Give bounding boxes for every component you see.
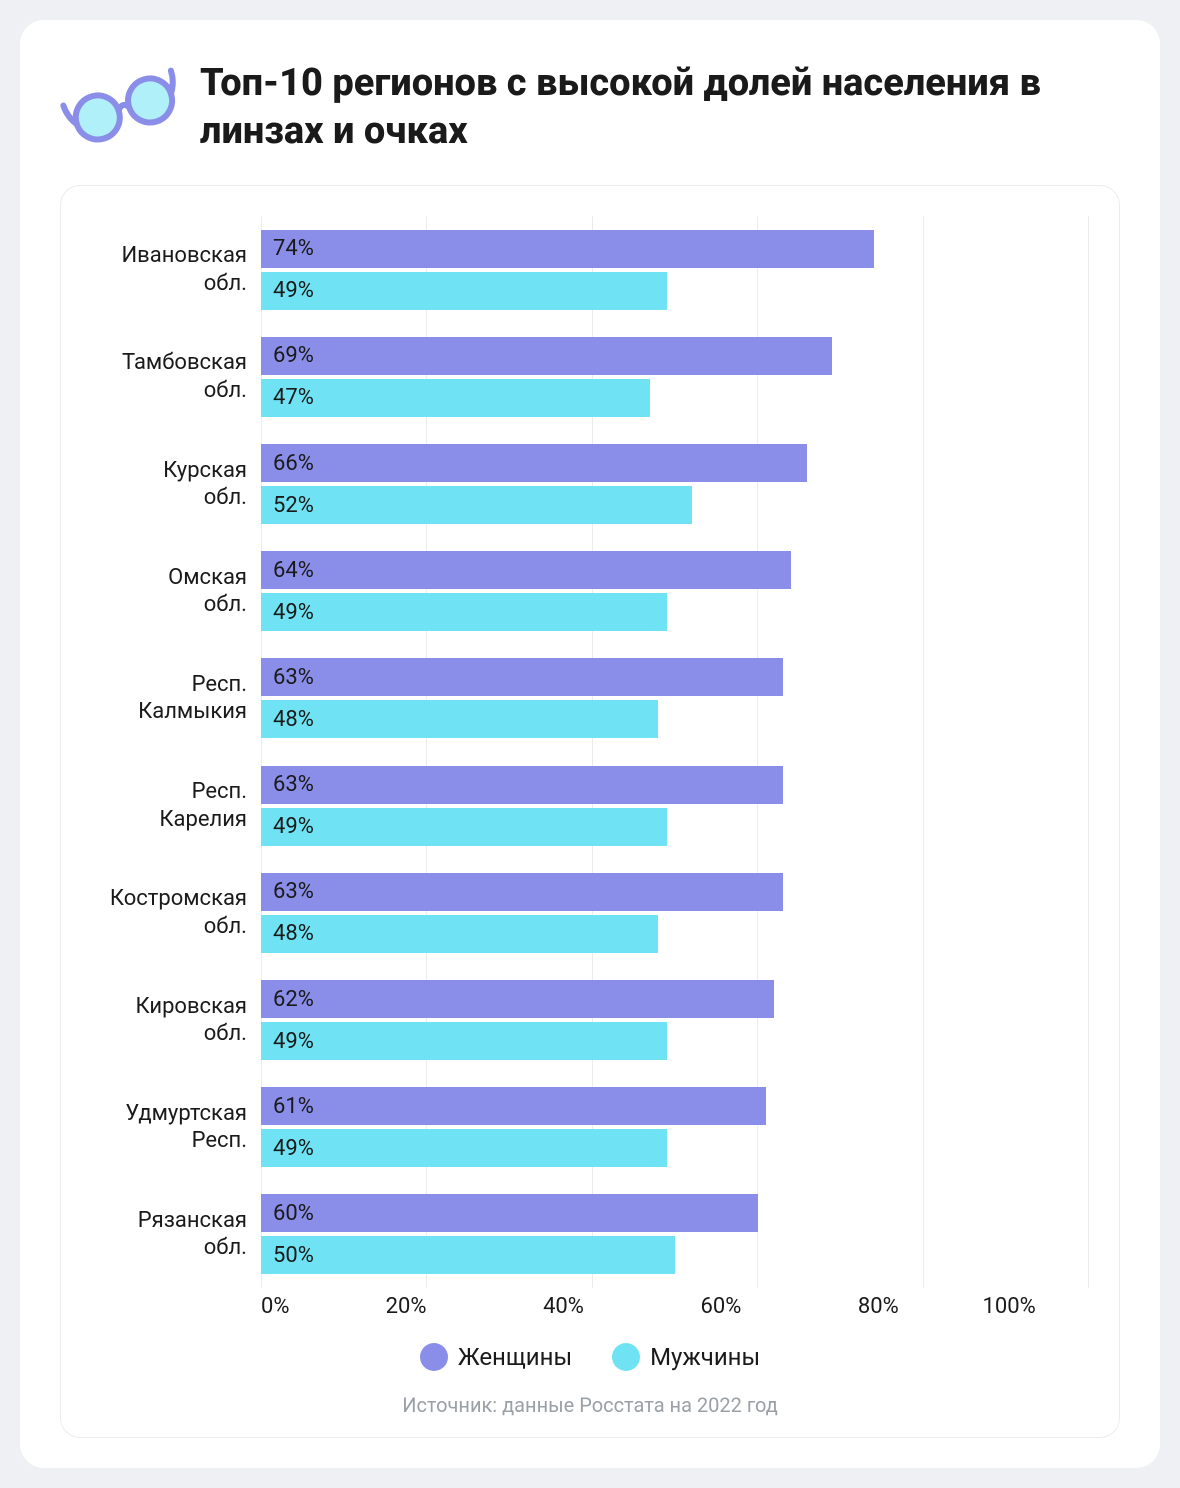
x-tick: 20%: [386, 1294, 427, 1319]
bar-women: 60%: [261, 1194, 758, 1232]
x-axis-ticks: 0% 20% 40% 60% 80% 100%: [261, 1294, 1089, 1319]
bar-women: 61%: [261, 1087, 766, 1125]
category-label: Рязанскаяобл.: [91, 1181, 261, 1288]
legend-item: Мужчины: [612, 1343, 760, 1371]
bar-women: 62%: [261, 980, 774, 1018]
bar-group: 69%47%: [261, 323, 1089, 430]
bar-group: 64%49%: [261, 538, 1089, 645]
bar-men: 49%: [261, 593, 667, 631]
legend-item: Женщины: [420, 1343, 572, 1371]
category-label-line2: обл.: [204, 271, 247, 296]
bar-group: 61%49%: [261, 1074, 1089, 1181]
x-tick: 0%: [261, 1294, 289, 1319]
bar-group: 63%48%: [261, 645, 1089, 752]
category-label-line2: Калмыкия: [138, 699, 247, 724]
bar-group: 63%49%: [261, 752, 1089, 859]
category-label-line2: обл.: [204, 1021, 247, 1046]
bar-women: 63%: [261, 873, 783, 911]
bar-group: 66%52%: [261, 430, 1089, 537]
category-label-line1: Курская: [163, 458, 247, 483]
category-label: Ивановская обл.: [91, 216, 261, 323]
glasses-icon: [60, 60, 180, 154]
bar-men: 49%: [261, 1022, 667, 1060]
bar-men: 50%: [261, 1236, 675, 1274]
category-label-line2: обл.: [204, 378, 247, 403]
category-label: Респ. Карелия: [91, 752, 261, 859]
x-tick: 60%: [700, 1294, 741, 1319]
bar-women: 63%: [261, 766, 783, 804]
category-label: Кировскаяобл.: [91, 966, 261, 1073]
plot-area: Ивановскаяобл.Тамбовскаяобл.Курскаяобл.О…: [91, 216, 1089, 1288]
bar-group: 74%49%: [261, 216, 1089, 323]
category-label-line2: обл.: [204, 485, 247, 510]
bar-women: 63%: [261, 658, 783, 696]
category-label-line2: обл.: [204, 592, 247, 617]
bar-group: 62%49%: [261, 966, 1089, 1073]
legend-label: Мужчины: [650, 1343, 760, 1371]
category-label-line2: Карелия: [159, 807, 247, 832]
bar-men: 52%: [261, 486, 692, 524]
bar-group: 63%48%: [261, 859, 1089, 966]
category-label: Тамбовская обл.: [91, 323, 261, 430]
legend-swatch: [612, 1343, 640, 1371]
bar-women: 74%: [261, 230, 874, 268]
bar-men: 49%: [261, 272, 667, 310]
category-label: Курскаяобл.: [91, 430, 261, 537]
category-label-line1: Костромская: [110, 886, 247, 911]
chart-card: Топ-10 регионов с высокой долей населени…: [20, 20, 1160, 1468]
category-label-line2: обл.: [204, 1235, 247, 1260]
chart-panel: Ивановскаяобл.Тамбовскаяобл.Курскаяобл.О…: [60, 185, 1120, 1438]
x-tick: 40%: [543, 1294, 584, 1319]
category-label-line1: Удмуртская: [125, 1101, 247, 1126]
bar-women: 66%: [261, 444, 807, 482]
category-label-line2: обл.: [204, 914, 247, 939]
category-label: Респ.Калмыкия: [91, 645, 261, 752]
bar-women: 69%: [261, 337, 832, 375]
bars-area: 74%49%69%47%66%52%64%49%63%48%63%49%63%4…: [261, 216, 1089, 1288]
legend: Женщины Мужчины: [91, 1343, 1089, 1371]
category-label-line2: Респ.: [192, 1128, 247, 1153]
legend-label: Женщины: [458, 1343, 572, 1371]
source-note: Источник: данные Росстата на 2022 год: [91, 1393, 1089, 1417]
bar-men: 48%: [261, 700, 658, 738]
category-label-line1: Ивановская: [121, 243, 247, 268]
category-label-line1: Омская: [168, 565, 247, 590]
x-axis: 0% 20% 40% 60% 80% 100%: [91, 1294, 1089, 1319]
bar-men: 48%: [261, 915, 658, 953]
category-label-line1: Респ.: [192, 672, 247, 697]
x-tick: 80%: [858, 1294, 899, 1319]
header: Топ-10 регионов с высокой долей населени…: [60, 60, 1120, 155]
category-label: УдмуртскаяРесп.: [91, 1074, 261, 1181]
bar-men: 49%: [261, 808, 667, 846]
bar-group: 60%50%: [261, 1181, 1089, 1288]
category-label: Костромская обл.: [91, 859, 261, 966]
chart-title: Топ-10 регионов с высокой долей населени…: [200, 60, 1120, 155]
bar-men: 47%: [261, 379, 650, 417]
category-label-line1: Рязанская: [138, 1208, 247, 1233]
category-label: Омскаяобл.: [91, 538, 261, 645]
category-label-line1: Кировская: [135, 994, 247, 1019]
bar-rows: 74%49%69%47%66%52%64%49%63%48%63%49%63%4…: [261, 216, 1089, 1288]
x-tick: 100%: [983, 1294, 1036, 1319]
legend-swatch: [420, 1343, 448, 1371]
bar-women: 64%: [261, 551, 791, 589]
category-label-line1: Тамбовская: [122, 350, 247, 375]
bar-men: 49%: [261, 1129, 667, 1167]
category-label-line1: Респ.: [192, 779, 247, 804]
y-axis-labels: Ивановскаяобл.Тамбовскаяобл.Курскаяобл.О…: [91, 216, 261, 1288]
